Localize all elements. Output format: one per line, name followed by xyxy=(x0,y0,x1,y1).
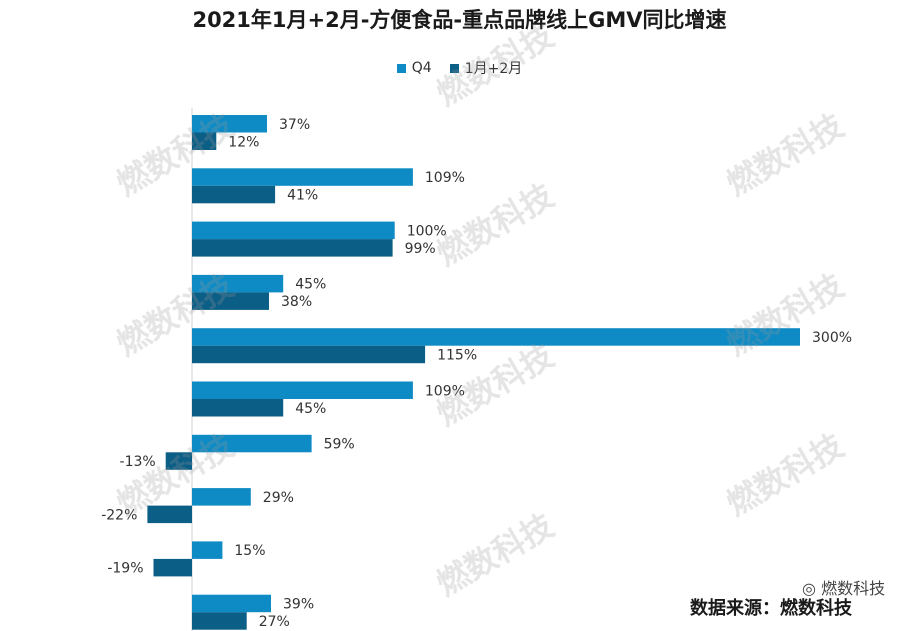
data-label-q4-4: 45% xyxy=(295,277,326,293)
bar-q4-7 xyxy=(192,434,312,453)
bar-jan-feb-3 xyxy=(192,239,393,257)
bar-q4-9 xyxy=(192,541,223,559)
bar-jan-feb-1 xyxy=(192,132,217,150)
data-label-jan-feb-10: 27% xyxy=(259,614,290,630)
bar-jan-feb-7 xyxy=(165,452,192,470)
data-label-jan-feb-2: 41% xyxy=(287,188,318,204)
data-label-jan-feb-6: 45% xyxy=(295,401,326,417)
data-label-q4-9: 15% xyxy=(234,543,265,559)
data-label-q4-6: 109% xyxy=(425,383,465,399)
source-note: 数据来源：燃数科技 xyxy=(690,598,852,619)
legend-label-q4: Q4 xyxy=(411,60,432,76)
data-label-jan-feb-3: 99% xyxy=(405,241,436,257)
wechat-icon: ◎ xyxy=(802,579,816,598)
data-label-jan-feb-8: -22% xyxy=(101,507,137,523)
bar-q4-8 xyxy=(192,488,251,506)
data-label-jan-feb-1: 12% xyxy=(228,134,259,150)
data-label-q4-5: 300% xyxy=(812,330,852,346)
legend-label-jan-feb: 1月+2月 xyxy=(464,61,523,77)
data-label-q4-10: 39% xyxy=(283,597,314,613)
legend-item-jan-feb: 1月+2月 xyxy=(449,58,523,78)
brand-text: 燃数科技 xyxy=(821,579,886,598)
legend-swatch-jan-feb xyxy=(449,63,459,73)
data-label-q4-8: 29% xyxy=(263,490,294,506)
bar-jan-feb-4 xyxy=(192,292,269,310)
legend-item-q4: Q4 xyxy=(396,58,432,78)
data-label-q4-1: 37% xyxy=(279,117,310,133)
data-label-jan-feb-7: -13% xyxy=(120,454,156,470)
chart-title: 2021年1月+2月-方便食品-重点品牌线上GMV同比增速 xyxy=(192,8,727,32)
bar-jan-feb-10 xyxy=(192,612,247,630)
data-label-q4-7: 59% xyxy=(324,437,355,453)
bar-q4-1 xyxy=(192,115,267,133)
data-label-jan-feb-4: 38% xyxy=(281,294,312,310)
bar-q4-6 xyxy=(192,381,413,399)
bar-jan-feb-8 xyxy=(147,505,192,524)
data-label-jan-feb-9: -19% xyxy=(107,561,143,577)
brand-label: ◎ 燃数科技 xyxy=(802,575,885,599)
bar-q4-10 xyxy=(192,594,271,613)
bar-q4-4 xyxy=(192,274,284,293)
legend-swatch-q4 xyxy=(396,63,406,73)
bar-jan-feb-9 xyxy=(153,558,192,577)
bar-q4-2 xyxy=(192,168,413,186)
data-label-q4-3: 100% xyxy=(407,223,447,239)
bar-jan-feb-6 xyxy=(192,399,284,417)
bar-jan-feb-2 xyxy=(192,185,276,204)
data-label-jan-feb-5: 115% xyxy=(437,347,477,363)
bar-q4-5 xyxy=(192,328,800,346)
legend: Q4 1月+2月 xyxy=(0,58,919,78)
data-label-q4-2: 109% xyxy=(425,170,465,186)
bar-jan-feb-5 xyxy=(192,345,426,364)
bar-q4-3 xyxy=(192,221,395,240)
